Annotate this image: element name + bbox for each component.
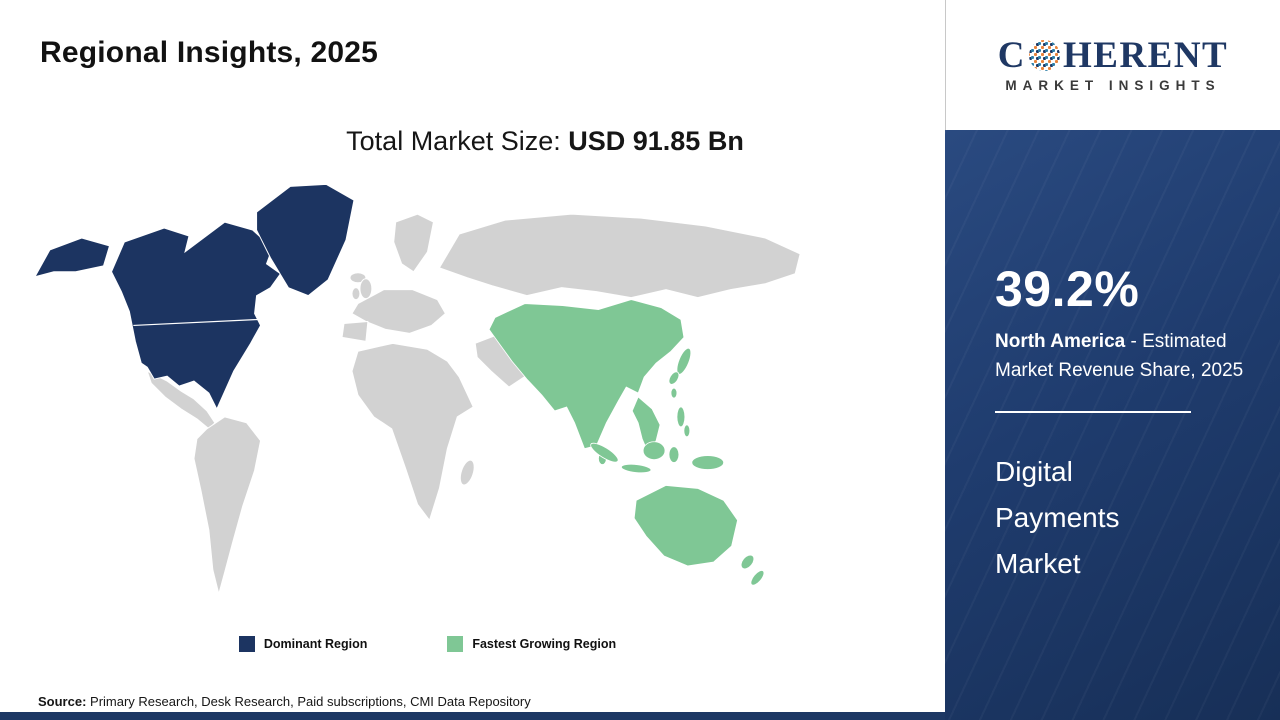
logo-letter-c: C: [997, 35, 1026, 76]
landmass-europe: [351, 289, 447, 334]
landmass-taiwan: [670, 387, 678, 399]
landmass-madagascar: [459, 459, 475, 486]
source-text: Primary Research, Desk Research, Paid su…: [86, 694, 531, 709]
landmass-asia: [488, 299, 685, 450]
landmass-new-guinea: [691, 455, 725, 470]
landmass-uk: [359, 278, 373, 300]
fastest-growing-swatch: [447, 636, 464, 652]
coherent-market-insights-logo: C HERENT MARKET INSIGHTS: [998, 37, 1229, 93]
us-canada-border: [133, 318, 259, 327]
market-share-description: North America - Estimated Market Revenue…: [995, 328, 1257, 385]
fastest-growing-label: Fastest Growing Region: [472, 637, 617, 651]
landmass-borneo: [642, 441, 666, 460]
landmass-africa: [351, 342, 474, 522]
share-region-name: North America: [995, 331, 1126, 352]
market-share-value: 39.2%: [995, 261, 1140, 317]
landmass-sulawesi: [668, 446, 680, 463]
landmass-iceland: [349, 272, 367, 284]
landmass-iberia: [341, 320, 369, 342]
world-map-svg: [33, 183, 801, 596]
divider: [995, 411, 1191, 413]
sidebar-body: 39.2% North America - Estimated Market R…: [945, 130, 1280, 720]
logo-zone: C HERENT MARKET INSIGHTS: [945, 0, 1280, 130]
dominant-region-swatch: [238, 636, 255, 652]
total-market-size: Total Market Size: USD 91.85 Bn: [130, 126, 960, 157]
landmass-australia: [633, 485, 738, 567]
logo-wordmark: C HERENT: [998, 37, 1229, 74]
footer-bar: [0, 712, 1280, 720]
landmass-greenland: [256, 183, 355, 297]
landmass-java: [620, 463, 652, 474]
region-asia-pacific: [488, 299, 765, 586]
share-desc-text: - Estimated Market Revenue Share, 2025: [995, 331, 1244, 381]
landmass-sumatra: [590, 442, 619, 463]
landmass-japan-kyushu: [668, 371, 680, 385]
legend-item-dominant: Dominant Region: [238, 636, 368, 652]
landmass-south-america: [193, 416, 262, 596]
landmass-scandinavia: [393, 213, 435, 273]
landmass-alaska: [33, 237, 111, 278]
market-size-label: Total Market Size:: [346, 126, 561, 156]
page-title: Regional Insights, 2025: [40, 36, 379, 69]
landmass-russia: [438, 213, 801, 299]
sidebar: C HERENT MARKET INSIGHTS 39.2% North Ame…: [945, 0, 1280, 720]
landmass-canada-usa: [110, 221, 282, 411]
source-note: Source: Primary Research, Desk Research,…: [38, 694, 531, 709]
landmass-philippines-luzon: [676, 406, 686, 428]
landmass-new-zealand-north: [740, 554, 755, 570]
landmass-new-zealand-south: [750, 570, 765, 586]
region-north-america: [33, 183, 355, 411]
dominant-region-label: Dominant Region: [263, 637, 368, 651]
market-name: Digital Payments Market: [995, 456, 1120, 580]
market-size-value: USD 91.85 Bn: [568, 126, 744, 156]
legend-item-fastest: Fastest Growing Region: [447, 636, 616, 652]
landmass-ireland: [351, 287, 361, 301]
map-legend: Dominant Region Fastest Growing Region: [30, 636, 825, 652]
source-label: Source:: [38, 694, 87, 709]
dotted-globe-icon: [1028, 40, 1060, 71]
world-map: [30, 170, 825, 622]
logo-letters-herent: HERENT: [1062, 35, 1229, 76]
logo-subtitle: MARKET INSIGHTS: [1005, 78, 1221, 93]
landmass-philippines-mindanao: [683, 424, 691, 438]
